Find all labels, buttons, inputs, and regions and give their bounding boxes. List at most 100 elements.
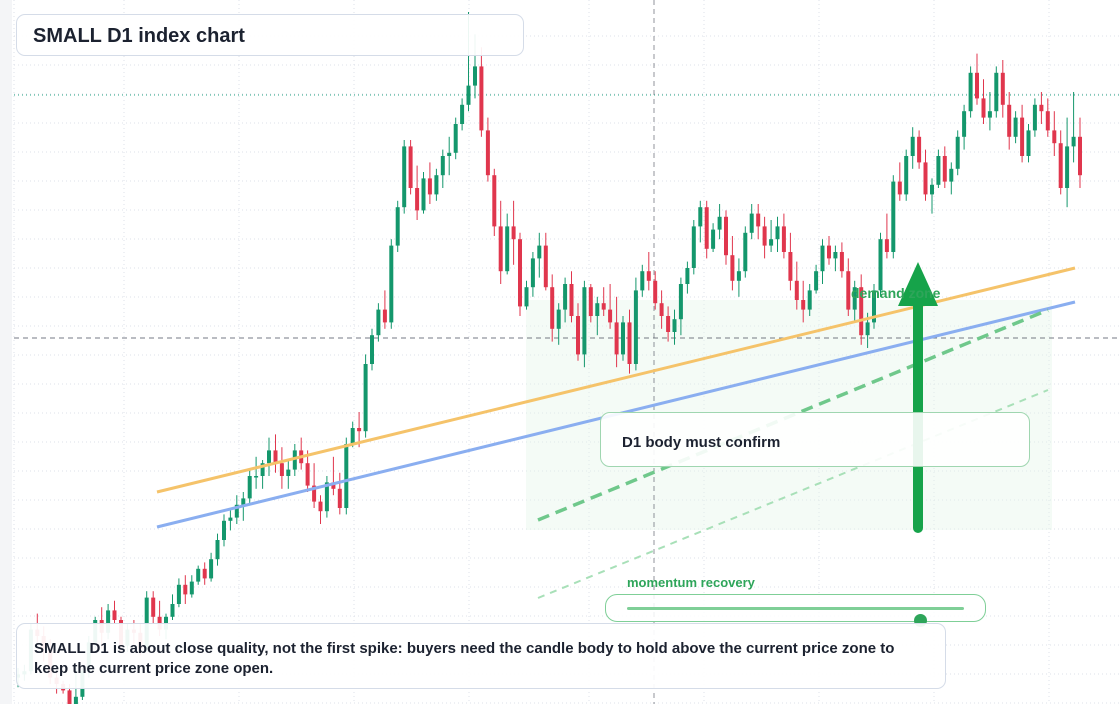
- candle-up: [556, 303, 561, 345]
- candle-body: [1052, 130, 1057, 144]
- candle-body: [891, 181, 896, 252]
- candle-down: [518, 232, 522, 316]
- candle-body: [852, 287, 857, 310]
- candle-body: [601, 303, 606, 310]
- candle-body: [1078, 136, 1082, 176]
- candle-body: [1045, 111, 1050, 131]
- candle-up: [949, 162, 954, 195]
- candle-body: [730, 255, 735, 281]
- candle-down: [659, 290, 664, 329]
- candle-up: [775, 216, 780, 252]
- candle-body: [975, 72, 979, 99]
- candle-up: [955, 130, 960, 176]
- chart-title: SMALL D1 index chart: [33, 25, 245, 47]
- candle-body: [666, 316, 671, 332]
- candle-body: [460, 104, 465, 124]
- candle-body: [646, 271, 651, 281]
- candle-body: [473, 66, 477, 86]
- candle-body: [801, 300, 806, 310]
- candle-body: [608, 309, 613, 323]
- candle-up: [1032, 98, 1037, 137]
- candle-body: [350, 428, 355, 444]
- candle-body: [318, 501, 323, 512]
- candle-body: [427, 178, 432, 195]
- candle-down: [666, 306, 671, 342]
- candle-down: [653, 271, 658, 310]
- candle-up: [685, 261, 690, 294]
- candle-body: [884, 239, 889, 252]
- candle-body: [183, 584, 188, 595]
- candle-up: [460, 98, 465, 131]
- candle-down: [923, 149, 928, 201]
- candle-body: [530, 258, 535, 288]
- candle-up: [807, 284, 812, 316]
- candle-up: [994, 66, 999, 118]
- confirm-callout-label: D1 body must confirm: [622, 434, 781, 451]
- candle-body: [659, 303, 664, 316]
- candle-up: [582, 280, 587, 368]
- candle-body: [711, 229, 716, 249]
- candle-up: [769, 220, 774, 252]
- note-box: SMALL D1 is about close quality, not the…: [16, 623, 946, 689]
- candle-up: [176, 578, 181, 608]
- candle-down: [479, 47, 484, 137]
- candle-body: [415, 188, 420, 211]
- candle-body: [1013, 117, 1018, 137]
- candle-body: [588, 287, 593, 316]
- candle-down: [312, 463, 317, 508]
- candle-down: [569, 271, 574, 323]
- candle-down: [318, 495, 323, 524]
- candle-body: [736, 271, 741, 281]
- candle-body: [955, 136, 960, 169]
- candle-body: [678, 284, 683, 320]
- candle-body: [794, 280, 799, 300]
- candle-up: [833, 245, 838, 272]
- candle-down: [704, 200, 709, 259]
- candle-body: [344, 444, 349, 508]
- candle-body: [112, 610, 117, 620]
- candle-body: [981, 98, 986, 118]
- candle-body: [672, 319, 677, 332]
- candle-body: [498, 226, 503, 272]
- candle-body: [67, 690, 72, 704]
- candle-body: [775, 226, 780, 240]
- candle-down: [1045, 98, 1050, 137]
- candlestick-series: [16, 12, 1082, 704]
- candle-down: [897, 162, 902, 201]
- candle-body: [1071, 136, 1076, 147]
- candle-body: [267, 450, 271, 464]
- candle-body: [518, 239, 522, 307]
- candle-down: [511, 200, 516, 265]
- candle-body: [839, 252, 844, 272]
- candle-up: [254, 456, 259, 489]
- candle-body: [936, 156, 941, 185]
- candle-body: [176, 584, 181, 604]
- candle-up: [878, 232, 883, 297]
- candle-body: [485, 130, 490, 176]
- candle-body: [260, 463, 265, 476]
- candle-body: [1020, 117, 1025, 156]
- candle-body: [440, 156, 445, 176]
- candle-body: [942, 156, 947, 182]
- candle-up: [228, 508, 233, 531]
- candle-down: [627, 309, 632, 374]
- candle-body: [363, 364, 368, 432]
- candle-up: [1071, 92, 1076, 163]
- candle-body: [537, 245, 542, 259]
- candle-down: [762, 216, 767, 259]
- candle-body: [453, 124, 458, 153]
- candle-up: [1065, 117, 1070, 208]
- candle-up: [376, 303, 381, 342]
- candle-body: [550, 287, 555, 329]
- candle-down: [756, 204, 761, 240]
- candle-body: [859, 287, 864, 336]
- candle-up: [234, 495, 239, 524]
- candle-up: [872, 284, 876, 329]
- candle-up: [904, 149, 909, 201]
- candle-up: [434, 168, 439, 201]
- momentum-slider[interactable]: [605, 594, 986, 627]
- candle-body: [640, 271, 645, 291]
- candle-body: [395, 207, 400, 246]
- candle-body: [189, 581, 194, 595]
- candle-up: [621, 316, 625, 361]
